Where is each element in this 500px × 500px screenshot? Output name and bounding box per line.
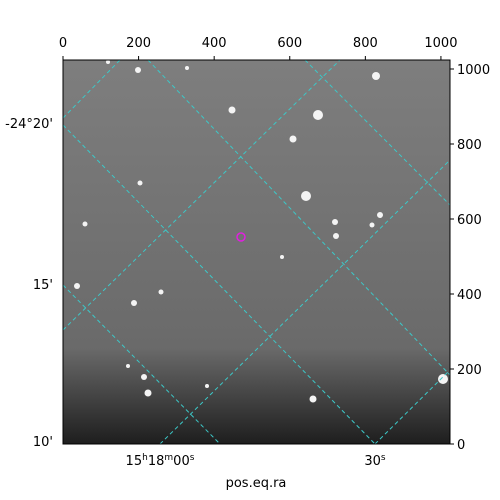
stars — [74, 60, 448, 403]
x-tick-label: 1000 — [424, 36, 457, 51]
y-tick-label: 1000 — [457, 63, 490, 78]
x-tick-label: 600 — [277, 36, 302, 51]
sky-image — [63, 60, 450, 444]
x-tick-label: 400 — [202, 36, 227, 51]
dec-tick-label: 10' — [33, 435, 53, 450]
y-tick-label: 800 — [457, 138, 482, 153]
ra-tick-label: 15h18m00s — [126, 453, 195, 469]
y-tick-label: 600 — [457, 213, 482, 228]
ra-tick-label: 30s — [364, 453, 386, 469]
x-tick-label: 0 — [59, 36, 67, 51]
y-tick-label: 400 — [457, 288, 482, 303]
x-tick-label: 200 — [126, 36, 151, 51]
x-axis-label: pos.eq.ra — [226, 476, 287, 491]
dec-tick-label: 15' — [33, 278, 53, 293]
coordinate-grid — [63, 60, 450, 444]
dec-tick-label: -24°20' — [5, 117, 53, 132]
y-tick-label: 200 — [457, 363, 482, 378]
frame — [62, 59, 451, 445]
target-marker — [236, 232, 246, 242]
x-tick-label: 800 — [353, 36, 378, 51]
y-tick-label: 0 — [457, 438, 465, 453]
